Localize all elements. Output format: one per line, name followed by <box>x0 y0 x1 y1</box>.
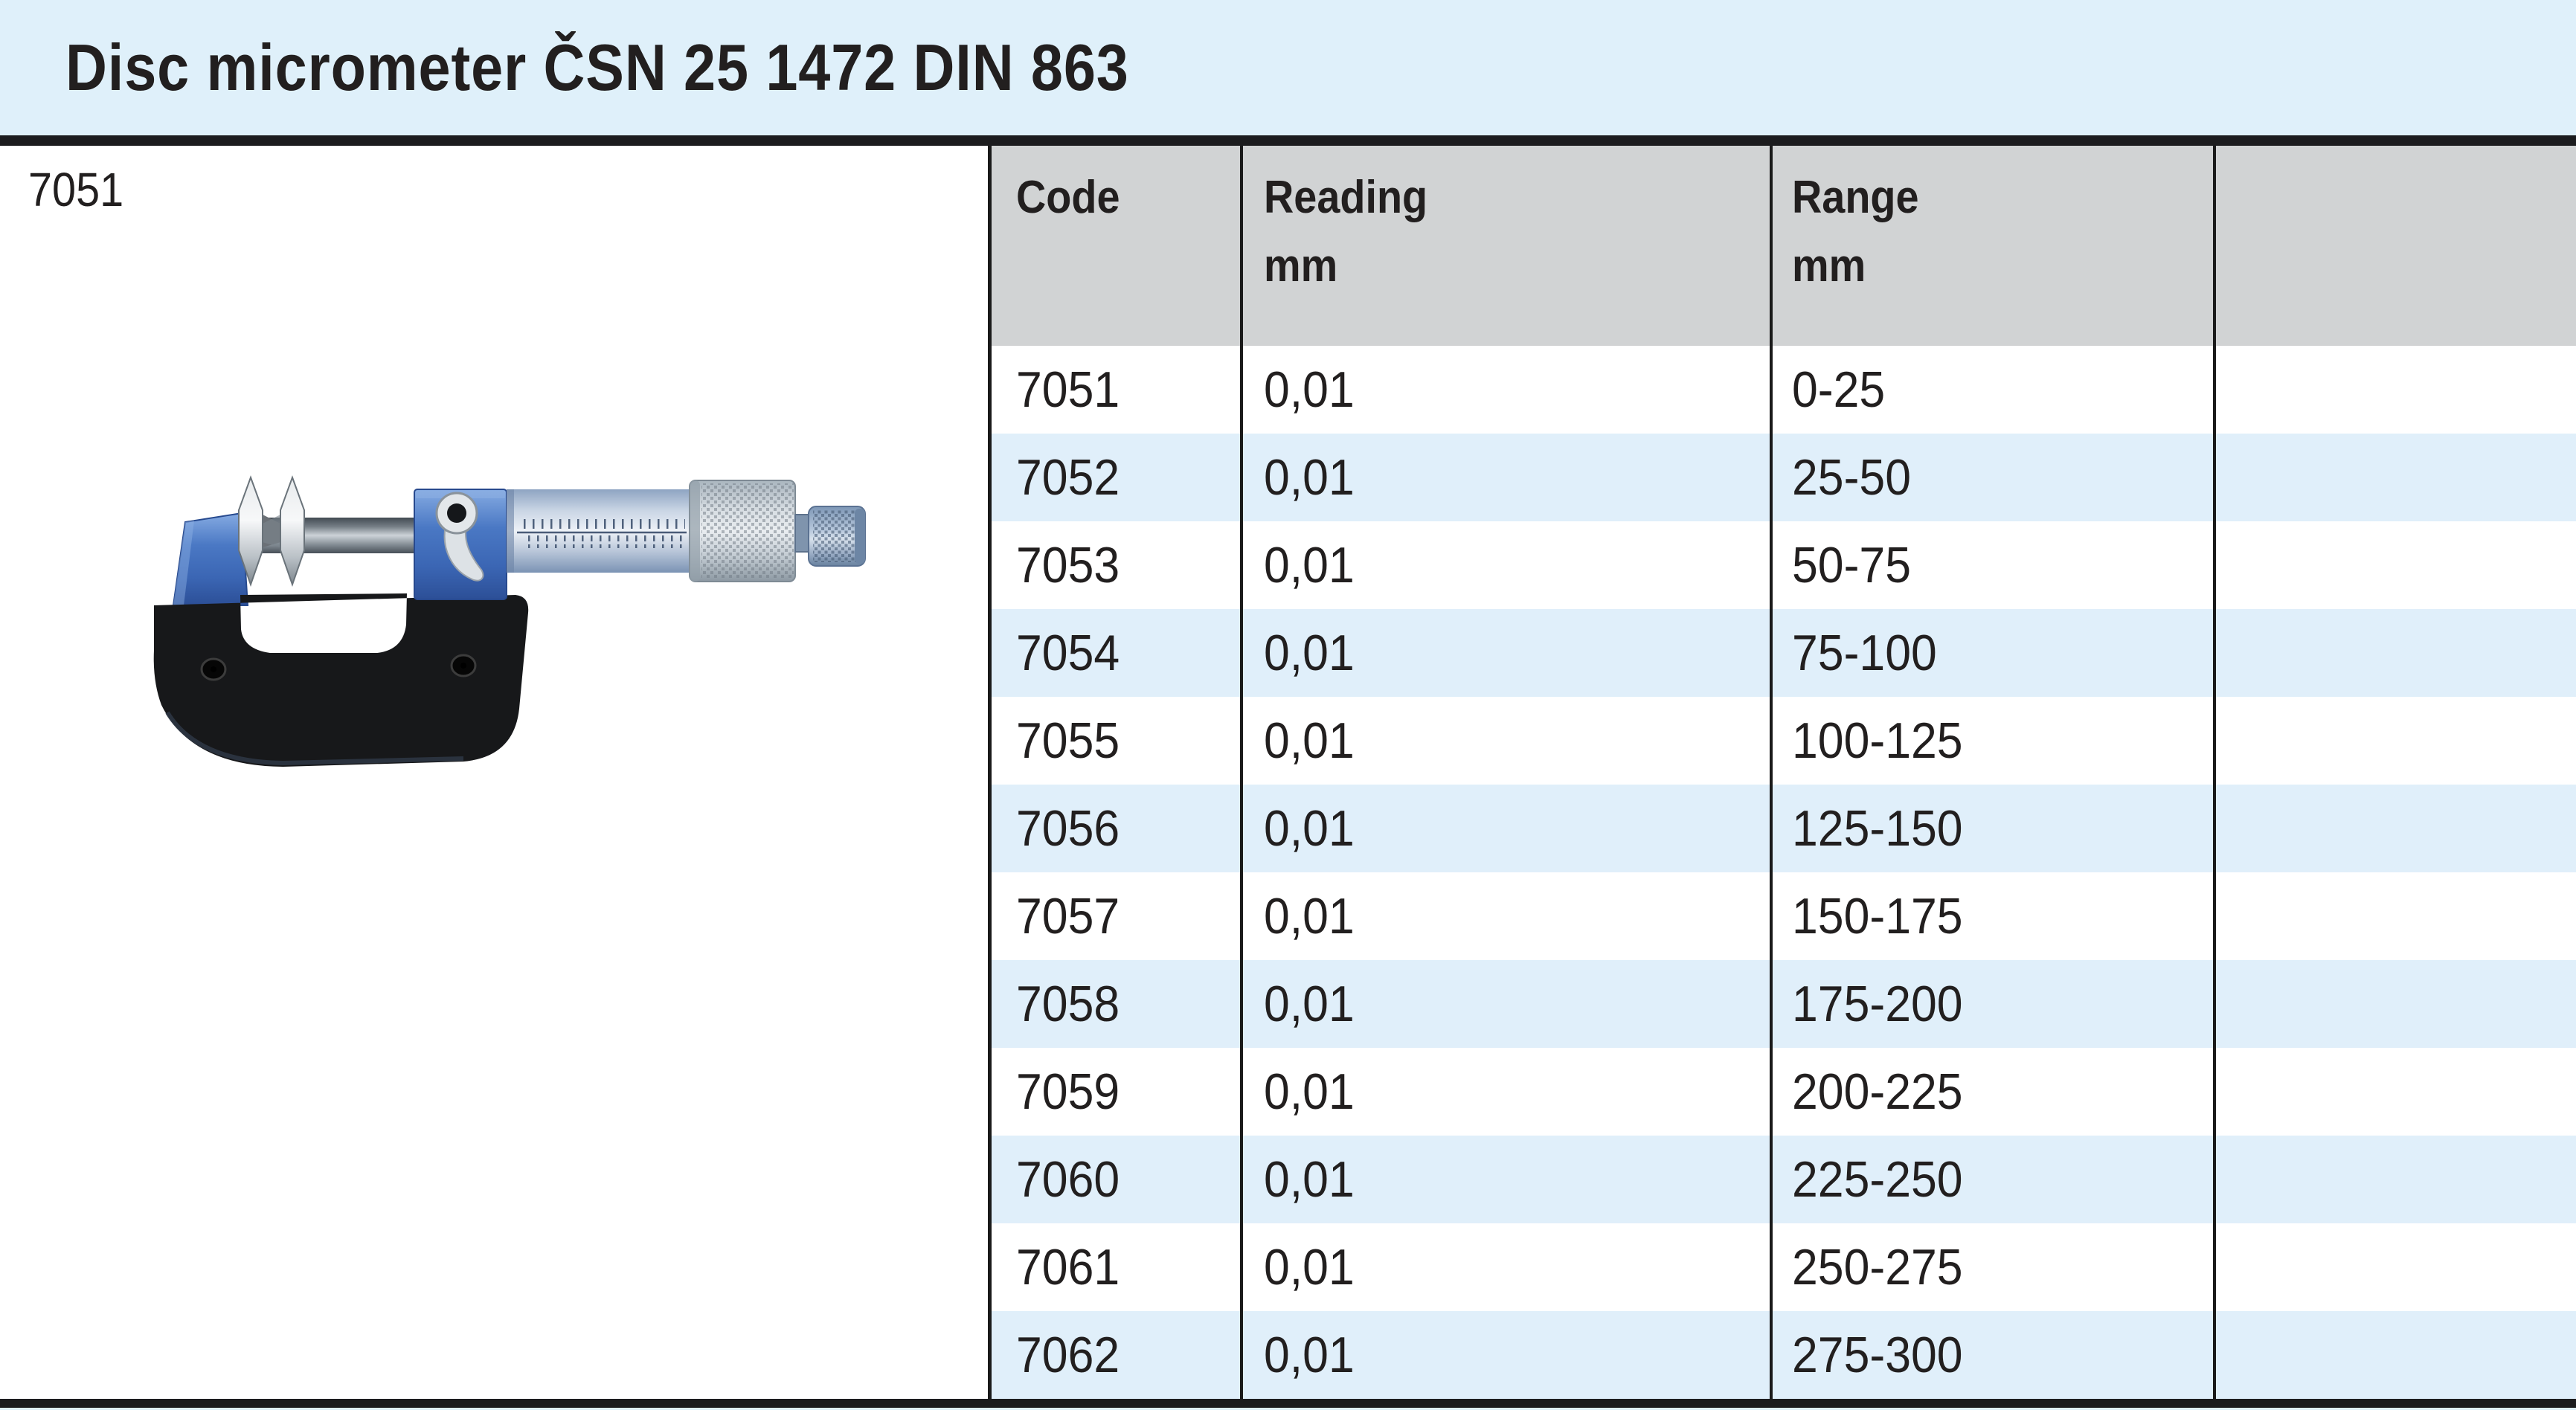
table-header: Code Reading mm Range mm <box>988 146 2576 346</box>
product-photo-disc-micrometer <box>153 475 866 767</box>
cell-reading: 0,01 <box>1264 976 1355 1032</box>
top-rule <box>0 135 2576 146</box>
cell-code: 7053 <box>1016 537 1120 593</box>
table-row: 7053 0,01 50-75 <box>988 521 2576 609</box>
cell-reading: 0,01 <box>1264 449 1355 506</box>
table-row: 7060 0,01 225-250 <box>988 1136 2576 1223</box>
header-range: Range mm <box>1792 164 1919 300</box>
cell-range: 100-125 <box>1792 712 1963 769</box>
cell-code: 7055 <box>1016 712 1120 769</box>
cell-range: 250-275 <box>1792 1239 1963 1295</box>
cell-code: 7059 <box>1016 1063 1120 1120</box>
table-row: 7054 0,01 75-100 <box>988 609 2576 697</box>
bottom-rule <box>0 1399 2576 1408</box>
header-code: Code <box>1016 164 1120 232</box>
table-row: 7059 0,01 200-225 <box>988 1048 2576 1136</box>
cell-reading: 0,01 <box>1264 537 1355 593</box>
column-divider-reading-range <box>1770 146 1773 1399</box>
cell-range: 200-225 <box>1792 1063 1963 1120</box>
cell-range: 225-250 <box>1792 1151 1963 1208</box>
table-row: 7061 0,01 250-275 <box>988 1223 2576 1311</box>
title-band: Disc micrometer ČSN 25 1472 DIN 863 <box>0 0 2576 135</box>
bottom-strip <box>0 1408 2576 1410</box>
header-reading-label: Reading <box>1264 172 1428 223</box>
graduated-sleeve <box>507 489 690 573</box>
cell-range: 50-75 <box>1792 537 1912 593</box>
thimble <box>689 480 796 582</box>
cell-range: 175-200 <box>1792 976 1963 1032</box>
cell-reading: 0,01 <box>1264 800 1355 857</box>
frame-screws <box>200 654 477 681</box>
cell-reading: 0,01 <box>1264 1239 1355 1295</box>
frame-cover <box>153 593 529 767</box>
header-range-sub: mm <box>1792 240 1866 292</box>
cell-code: 7056 <box>1016 800 1120 857</box>
disc-anvils <box>238 475 305 588</box>
cell-range: 0-25 <box>1792 361 1886 418</box>
table-row: 7056 0,01 125-150 <box>988 785 2576 872</box>
table-row: 7055 0,01 100-125 <box>988 697 2576 785</box>
cell-reading: 0,01 <box>1264 1151 1355 1208</box>
header-reading-sub: mm <box>1264 240 1338 292</box>
cell-code: 7058 <box>1016 976 1120 1032</box>
table-left-border <box>988 146 992 1399</box>
header-code-label: Code <box>1016 172 1120 223</box>
cell-range: 275-300 <box>1792 1327 1963 1383</box>
cell-reading: 0,01 <box>1264 1327 1355 1383</box>
lock-lever <box>435 492 484 582</box>
cell-code: 7061 <box>1016 1239 1120 1295</box>
table-row: 7057 0,01 150-175 <box>988 872 2576 960</box>
cell-reading: 0,01 <box>1264 625 1355 681</box>
cell-reading: 0,01 <box>1264 888 1355 944</box>
column-divider-range-empty <box>2213 146 2216 1399</box>
cell-code: 7060 <box>1016 1151 1120 1208</box>
cell-code: 7051 <box>1016 361 1120 418</box>
header-reading: Reading mm <box>1264 164 1427 300</box>
cell-code: 7052 <box>1016 449 1120 506</box>
cell-reading: 0,01 <box>1264 712 1355 769</box>
table-row: 7052 0,01 25-50 <box>988 434 2576 521</box>
table-row: 7062 0,01 275-300 <box>988 1311 2576 1399</box>
cell-code: 7057 <box>1016 888 1120 944</box>
cell-range: 150-175 <box>1792 888 1963 944</box>
cell-code: 7062 <box>1016 1327 1120 1383</box>
cell-range: 25-50 <box>1792 449 1912 506</box>
table-row: 7051 0,01 0-25 <box>988 346 2576 434</box>
figure-label: 7051 <box>28 163 124 216</box>
cell-code: 7054 <box>1016 625 1120 681</box>
cell-reading: 0,01 <box>1264 361 1355 418</box>
column-divider-code-reading <box>1240 146 1243 1399</box>
cell-reading: 0,01 <box>1264 1063 1355 1120</box>
ratchet-stop <box>794 506 866 567</box>
page-title: Disc micrometer ČSN 25 1472 DIN 863 <box>65 30 1129 104</box>
frame-arm <box>172 512 249 606</box>
cell-range: 75-100 <box>1792 625 1937 681</box>
cell-range: 125-150 <box>1792 800 1963 857</box>
header-range-label: Range <box>1792 172 1919 223</box>
table-row: 7058 0,01 175-200 <box>988 960 2576 1048</box>
